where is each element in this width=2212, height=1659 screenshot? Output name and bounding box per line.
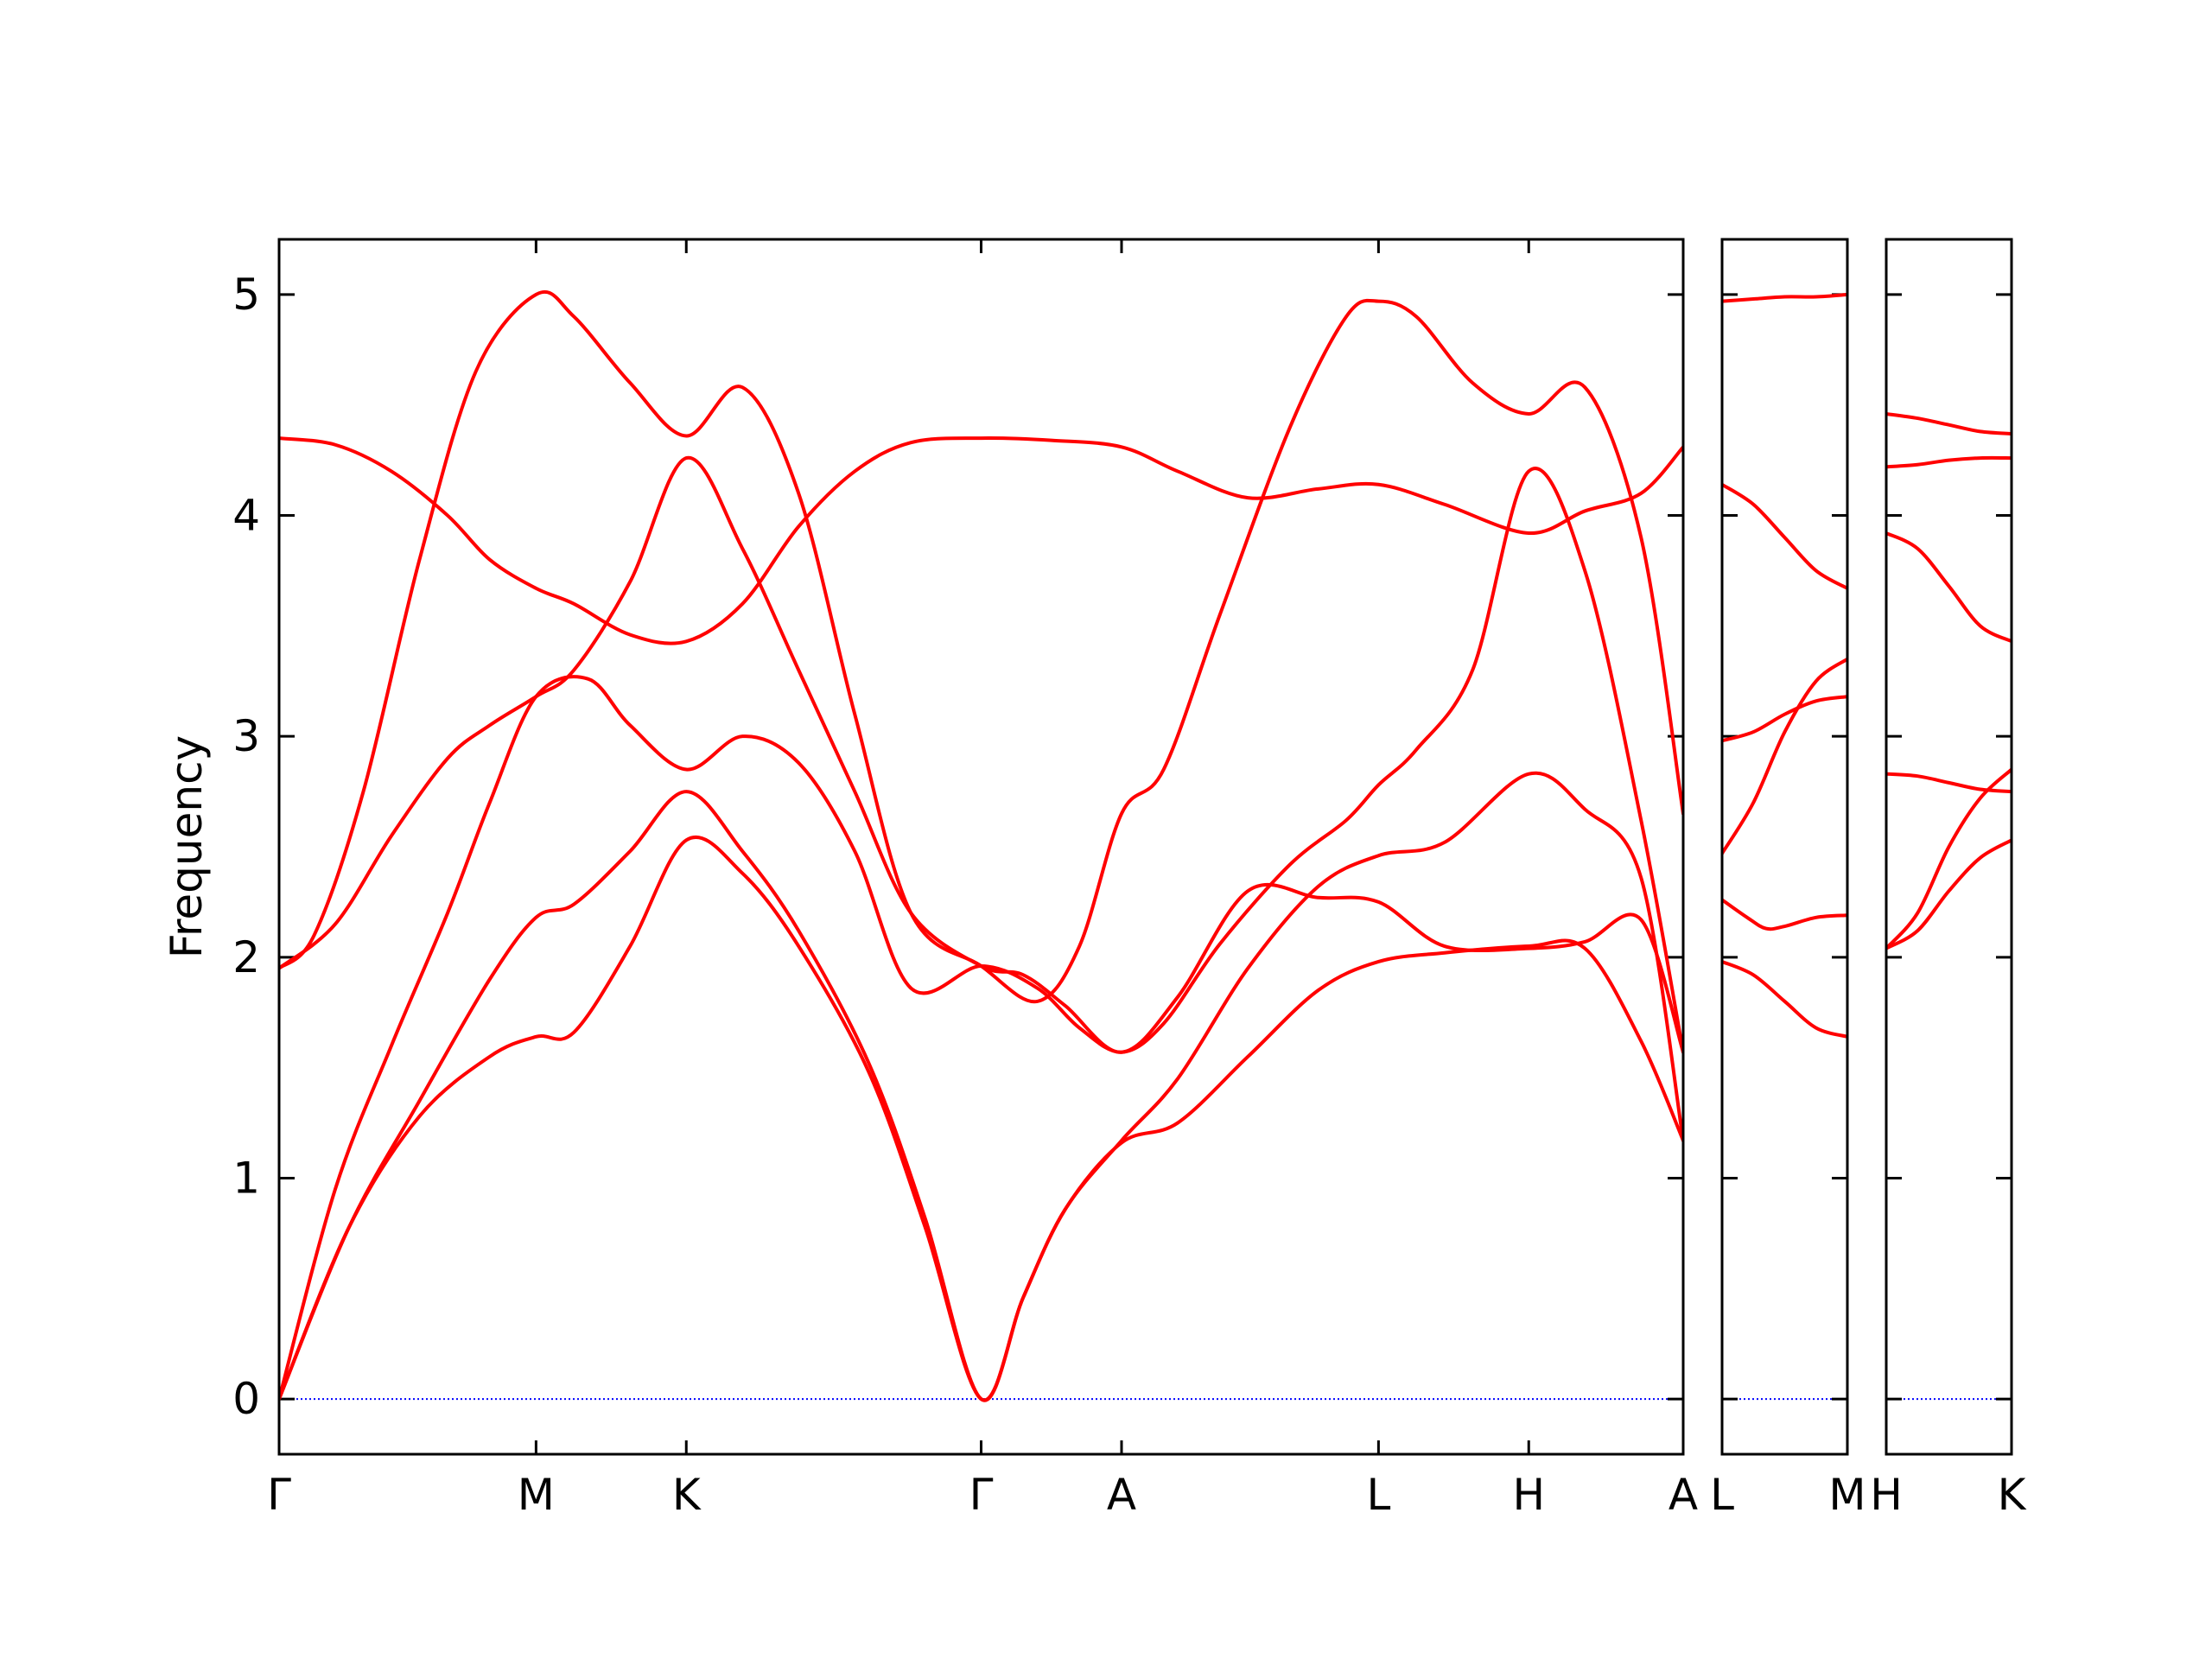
- band-curves: [1886, 411, 2012, 950]
- x-tick-label: H: [1870, 1470, 1903, 1520]
- band-line-4: [279, 456, 1683, 1054]
- y-tick-label: 3: [232, 711, 260, 761]
- x-tick-label: Γ: [267, 1470, 291, 1520]
- plot-frame: [1885, 238, 2013, 1456]
- band-line-1: [1886, 838, 2012, 950]
- x-tick-label: L: [1710, 1470, 1734, 1520]
- panel-main: Γ M K Γ A L H A 0 1 2 3 4 5: [232, 238, 1698, 1520]
- band-line-1: [279, 835, 1683, 1402]
- band-curves: [1722, 292, 1847, 1039]
- x-tick-label: K: [1998, 1470, 2027, 1520]
- x-tick-label: Γ: [969, 1470, 994, 1520]
- band-line-4: [1722, 695, 1847, 743]
- x-tick-label: L: [1366, 1470, 1390, 1520]
- y-tick-label: 1: [232, 1153, 260, 1203]
- band-line-5: [1886, 455, 2012, 469]
- x-tick-label: A: [1107, 1470, 1136, 1520]
- plot-frame: [277, 238, 1685, 1456]
- x-tick-label: A: [1669, 1470, 1698, 1520]
- band-line-5: [1722, 482, 1847, 590]
- x-tick-label: M: [518, 1470, 555, 1520]
- x-tick-label: M: [1828, 1470, 1866, 1520]
- band-line-6: [279, 435, 1683, 645]
- y-tick-label: 2: [232, 932, 260, 982]
- y-tick-label: 0: [232, 1374, 260, 1424]
- band-line-2: [1722, 898, 1847, 931]
- band-line-2: [1886, 767, 2012, 950]
- y-axis-label: Frequency: [162, 735, 212, 958]
- band-line-6: [1722, 292, 1847, 303]
- x-tick-label: H: [1512, 1470, 1545, 1520]
- band-line-1: [1722, 959, 1847, 1039]
- band-line-3: [1886, 772, 2012, 794]
- band-line-6: [1886, 411, 2012, 435]
- band-curves: [279, 289, 1683, 1402]
- plot-frame: [1720, 238, 1849, 1456]
- band-line-4: [1886, 531, 2012, 644]
- y-tick-label: 4: [232, 491, 260, 541]
- band-line-2: [279, 771, 1683, 1402]
- band-line-3: [279, 467, 1683, 1402]
- band-line-3: [1722, 657, 1847, 855]
- band-line-5: [279, 289, 1683, 1004]
- x-tick-label: K: [672, 1470, 702, 1520]
- y-tick-label: 5: [232, 270, 260, 320]
